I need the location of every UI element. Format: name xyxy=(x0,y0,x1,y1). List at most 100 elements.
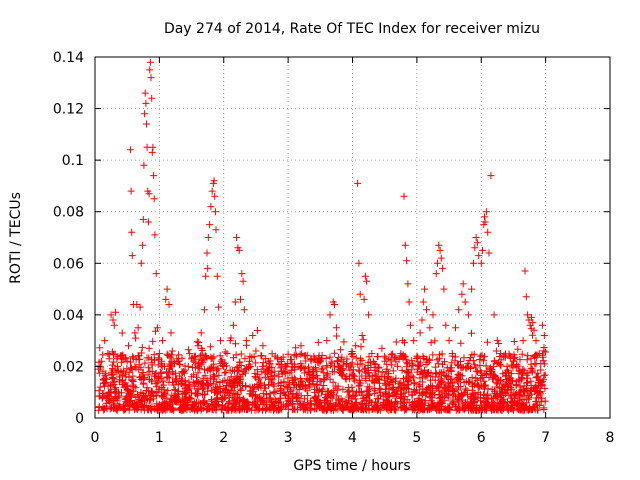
data-point xyxy=(501,382,509,390)
data-point xyxy=(221,394,229,402)
data-point xyxy=(127,358,134,366)
data-point xyxy=(172,398,180,406)
data-point xyxy=(416,402,424,410)
data-point xyxy=(532,337,540,345)
data-point xyxy=(124,382,132,390)
data-point xyxy=(407,366,415,374)
data-point xyxy=(472,234,480,241)
data-point xyxy=(184,387,192,395)
data-point xyxy=(382,354,390,362)
data-point xyxy=(254,370,262,378)
data-point xyxy=(391,353,399,361)
data-point xyxy=(460,354,468,362)
data-point xyxy=(388,401,396,409)
data-point xyxy=(383,360,391,368)
data-point xyxy=(531,360,539,368)
data-point xyxy=(255,376,263,384)
data-point xyxy=(170,381,178,389)
data-point xyxy=(339,385,347,393)
data-point xyxy=(241,355,249,363)
data-point xyxy=(101,382,109,390)
data-point xyxy=(331,401,339,409)
data-point xyxy=(455,396,463,404)
data-point xyxy=(123,392,130,400)
data-point xyxy=(506,375,514,383)
data-point xyxy=(468,402,476,409)
data-point xyxy=(426,394,434,402)
data-point xyxy=(266,364,273,372)
data-point xyxy=(151,231,159,239)
data-point xyxy=(434,373,442,381)
data-point xyxy=(377,385,385,393)
data-point xyxy=(174,357,182,365)
data-point xyxy=(468,329,475,337)
data-point xyxy=(323,337,331,345)
data-point xyxy=(483,338,491,346)
data-point xyxy=(327,361,334,369)
data-point xyxy=(507,374,515,382)
data-point xyxy=(275,404,282,412)
data-point xyxy=(163,394,171,402)
data-point xyxy=(215,371,223,379)
data-point xyxy=(400,406,408,414)
data-point xyxy=(539,357,547,365)
data-point xyxy=(377,402,385,409)
data-point xyxy=(217,337,224,345)
data-point xyxy=(479,246,486,254)
data-point xyxy=(500,391,508,399)
data-point xyxy=(282,383,290,390)
y-tick-label: 0 xyxy=(75,411,84,427)
data-point xyxy=(522,293,530,301)
data-point xyxy=(403,257,411,265)
data-point xyxy=(197,378,205,386)
data-point xyxy=(249,392,256,399)
data-point xyxy=(483,392,491,400)
data-point xyxy=(262,355,270,363)
data-point xyxy=(259,342,267,350)
y-axis-label: ROTI / TECUs xyxy=(8,192,24,284)
data-point xyxy=(99,351,107,359)
data-point xyxy=(163,369,171,377)
data-point xyxy=(345,397,353,405)
data-point xyxy=(427,339,435,347)
data-point xyxy=(375,395,383,403)
data-point xyxy=(137,364,145,372)
data-point xyxy=(213,394,221,402)
data-point xyxy=(373,353,381,361)
data-point xyxy=(453,361,461,369)
data-point xyxy=(426,324,434,332)
data-point xyxy=(411,379,419,387)
data-point xyxy=(284,405,292,413)
data-point xyxy=(112,387,120,395)
data-point xyxy=(251,383,259,391)
data-point xyxy=(497,362,505,370)
x-tick-label: 5 xyxy=(412,430,421,446)
data-point xyxy=(468,374,476,381)
data-point xyxy=(318,406,326,414)
data-point xyxy=(284,350,292,358)
data-point xyxy=(107,382,114,390)
x-tick-label: 2 xyxy=(219,430,228,446)
data-point xyxy=(540,360,548,368)
data-point xyxy=(455,306,463,314)
data-point xyxy=(280,378,288,386)
data-point xyxy=(233,374,241,382)
data-point xyxy=(129,381,137,389)
data-point xyxy=(194,369,202,377)
data-point xyxy=(282,401,290,409)
data-point xyxy=(335,397,343,405)
data-point xyxy=(432,370,440,378)
data-point xyxy=(378,344,386,352)
data-point xyxy=(359,336,367,344)
data-point xyxy=(356,367,363,375)
data-point xyxy=(491,400,499,408)
data-point xyxy=(510,351,518,359)
y-tick-label: 0.08 xyxy=(53,205,84,221)
data-point xyxy=(446,364,454,372)
data-point xyxy=(168,351,175,359)
data-point xyxy=(305,368,312,376)
data-point xyxy=(532,397,540,405)
y-tick-label: 0.06 xyxy=(53,256,84,272)
data-point xyxy=(144,371,152,379)
data-point xyxy=(416,329,424,337)
